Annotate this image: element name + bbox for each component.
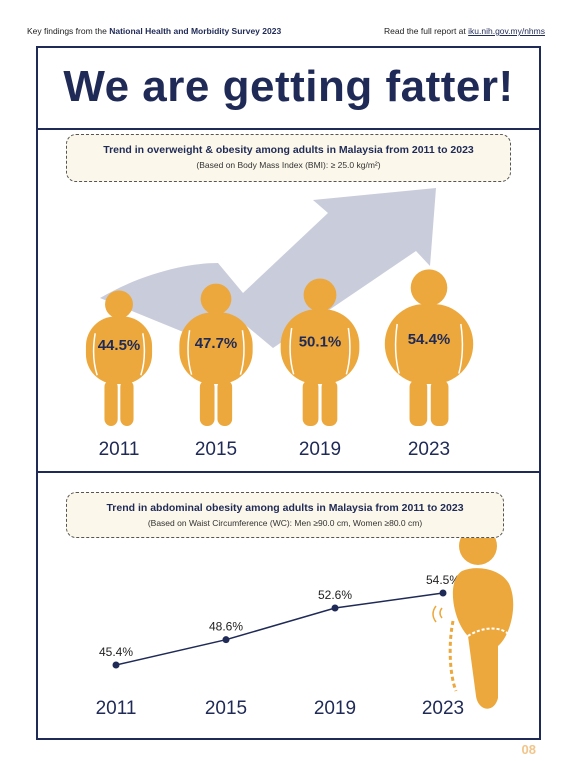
wc-value-2023: 54.5%	[426, 573, 460, 587]
bmi-value-2015: 47.7%	[195, 335, 238, 352]
bmi-value-2011: 44.5%	[98, 337, 141, 354]
bmi-year-2019: 2019	[299, 439, 341, 460]
bmi-figure-2023: 54.4% 2023	[384, 269, 474, 460]
survey-prefix: Key findings from the	[27, 26, 107, 36]
wc-year-2019: 2019	[314, 698, 356, 719]
bmi-subheading: (Based on Body Mass Index (BMI): ≥ 25.0 …	[196, 160, 381, 170]
wc-year-2015: 2015	[205, 698, 247, 719]
bmi-info-box: Trend in overweight & obesity among adul…	[66, 134, 511, 182]
bmi-figure-2019: 50.1% 2019	[280, 278, 360, 460]
charts-canvas: 44.5% 2011 47.7% 2015 50.1% 2019 54.4% 2023 45.…	[85, 188, 514, 719]
bmi-value-2023: 54.4%	[408, 331, 451, 348]
section-divider	[38, 471, 539, 473]
wc-heading: Trend in abdominal obesity among adults …	[106, 502, 464, 514]
wc-point-2019	[331, 604, 339, 612]
bmi-figure-2015: 47.7% 2015	[179, 283, 253, 460]
bmi-figure-2011: 44.5% 2011	[85, 290, 153, 460]
report-text: Read the full report at	[384, 26, 466, 36]
survey-credit: Key findings from the National Health an…	[27, 26, 281, 36]
wc-subheading: (Based on Waist Circumference (WC): Men …	[147, 518, 423, 528]
wc-point-2011	[112, 661, 120, 669]
survey-name: National Health and Morbidity Survey 202…	[109, 26, 282, 36]
wc-value-2011: 45.4%	[99, 645, 133, 659]
wc-value-2015: 48.6%	[209, 620, 243, 634]
bmi-value-2019: 50.1%	[299, 334, 342, 351]
waist-measure-figure-icon	[432, 527, 514, 709]
trend-arrow-icon	[100, 188, 436, 348]
bmi-year-2015: 2015	[195, 439, 237, 460]
bmi-heading: Trend in overweight & obesity among adul…	[103, 144, 474, 156]
page-title: We are getting fatter!	[38, 48, 539, 130]
bmi-figures-group: 44.5% 2011 47.7% 2015 50.1% 2019 54.4% 2023	[85, 269, 474, 460]
wc-year-2011: 2011	[96, 698, 137, 719]
wc-info-box: Trend in abdominal obesity among adults …	[66, 492, 504, 538]
waist-line-chart: 45.4% 2011 48.6% 2015 52.6% 2019 54.5% 2023	[96, 573, 465, 719]
wc-point-2015	[222, 636, 230, 644]
wc-series-line	[115, 592, 444, 666]
bmi-year-2011: 2011	[99, 439, 140, 460]
report-link[interactable]: iku.nih.gov.my/nhms	[468, 26, 545, 36]
report-credit: Read the full report at iku.nih.gov.my/n…	[384, 26, 545, 36]
wc-point-2023	[439, 589, 447, 597]
page-number: 08	[521, 742, 536, 757]
top-bar: Key findings from the National Health an…	[27, 26, 545, 40]
wc-value-2019: 52.6%	[318, 588, 352, 602]
bmi-year-2023: 2023	[408, 439, 450, 460]
infographic-frame: We are getting fatter! 44.5% 2011 47.7% 201…	[36, 46, 541, 740]
wc-year-2023: 2023	[422, 698, 464, 719]
